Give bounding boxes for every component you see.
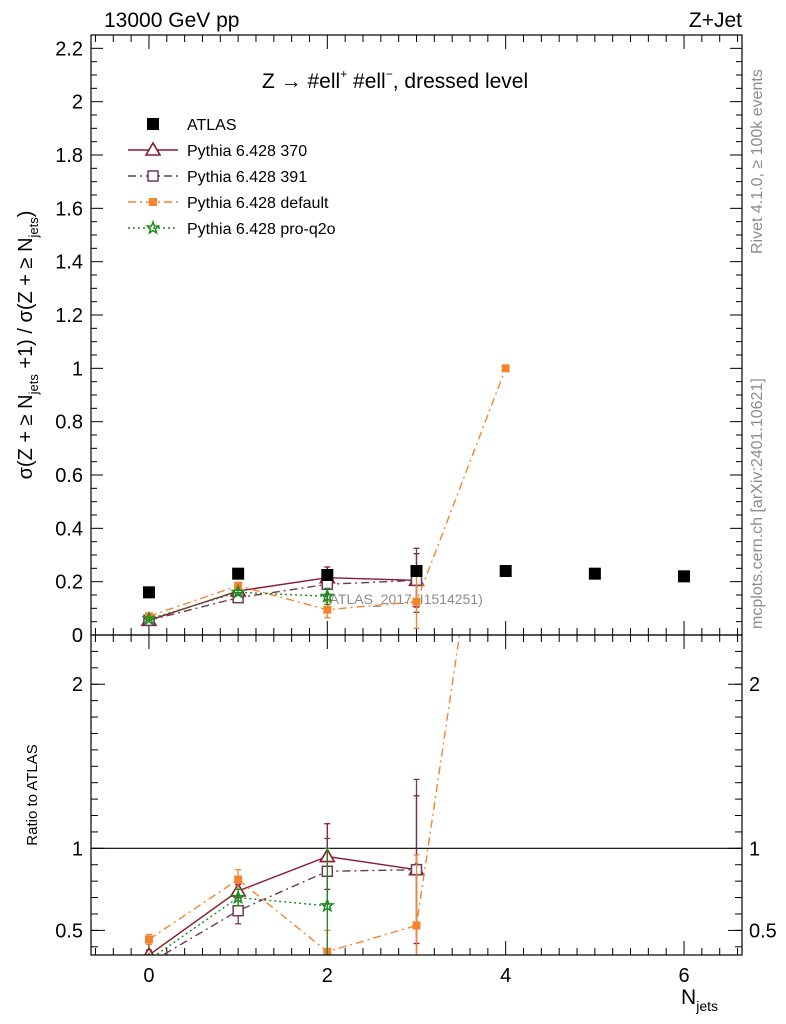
energy-label: 13000 GeV pp: [104, 9, 239, 32]
marker-open-square: [232, 904, 244, 917]
marker-open-triangle: [144, 141, 162, 156]
main-y-tick-label: 0.4: [55, 518, 83, 540]
marker-square: [410, 565, 423, 577]
legend-label: Pythia 6.428 default: [187, 195, 329, 212]
marker-star: [141, 610, 157, 626]
x-tick-label: 4: [500, 965, 511, 987]
ratio-y-tick-label-right: 0.5: [749, 920, 777, 942]
ratio-y-tick-label: 2: [72, 674, 83, 696]
main-y-tick-label: 0: [72, 625, 83, 647]
ratio-y-tick-label-right: 2: [749, 674, 760, 696]
main-y-tick-label: 2: [72, 92, 83, 114]
marker-square: [502, 319, 510, 327]
legend-item: Pythia 6.428 pro-q2o: [128, 219, 336, 238]
legend-item: Pythia 6.428 391: [128, 169, 307, 186]
marker-open-triangle: [143, 946, 154, 955]
main-y-tick-label: 1.8: [55, 145, 83, 167]
main-series: [140, 553, 425, 627]
marker-square: [499, 565, 512, 577]
ratio-series: [145, 847, 336, 955]
main-series: [141, 584, 336, 626]
marker-star: [319, 897, 336, 913]
legend-label: Pythia 6.428 pro-q2o: [187, 221, 336, 238]
process-label: Z+Jet: [689, 9, 742, 32]
main-y-tick-label: 0.2: [55, 572, 83, 594]
ratio-series-line: [154, 896, 328, 955]
mcplots-label: mcplots.cern.ch [arXiv:2401.10621]: [749, 378, 766, 629]
main-series-layer: [140, 364, 691, 629]
legend-label: ATLAS: [187, 117, 237, 134]
marker-square: [501, 364, 510, 373]
ratio-series-line: [148, 855, 417, 955]
ratio-y-axis-label: Ratio to ATLAS: [24, 744, 41, 845]
main-y-tick-label: 0.8: [55, 412, 83, 434]
main-y-axis-label: σ(Z + ≥ Njets +1) / σ(Z + ≥ Njets): [15, 211, 41, 480]
marker-square: [412, 921, 421, 930]
marker-square: [323, 605, 332, 614]
ratio-series: [143, 795, 425, 955]
marker-star: [230, 889, 246, 905]
marker-square: [147, 118, 159, 130]
marker-square: [149, 198, 157, 206]
main-series: [143, 547, 423, 627]
ratio-y-tick-label-right: 1: [749, 838, 760, 860]
ratio-y-tick-label: 0.5: [55, 920, 83, 942]
legend-item: Pythia 6.428 default: [128, 195, 329, 212]
main-data-series: [142, 565, 691, 599]
ratio-series-layer: [143, 319, 510, 955]
legend-item: ATLAS: [147, 117, 237, 134]
main-y-tick-label: 1.2: [55, 305, 83, 327]
main-axis-ticks: 0 0.2 0.4 0.6 0.8 1 1.2 1.4 1.6 1.8 2 2.2: [55, 34, 742, 647]
marker-open-square: [147, 170, 159, 182]
main-y-tick-label: 1.6: [55, 198, 83, 220]
legend: ATLAS Pythia 6.428 370 Pythia 6.428 391 Pyt…: [128, 117, 336, 238]
marker-star: [230, 584, 246, 599]
marker-square: [588, 567, 601, 580]
marker-square: [412, 597, 421, 606]
x-tick-label: 6: [678, 965, 689, 987]
ratio-y-tick-label: 1: [72, 838, 83, 860]
marker-square: [144, 612, 153, 621]
legend-label: Pythia 6.428 391: [187, 169, 307, 186]
x-axis-label: Njets: [681, 986, 718, 1014]
marker-square: [232, 567, 245, 580]
legend-label: Pythia 6.428 370: [187, 143, 307, 160]
ratio-axis-ticks: 0 2 4 6 0.5 0.5 1 1 2 2: [55, 635, 777, 987]
marker-square: [142, 586, 155, 599]
plot-title: Z → #ell+ #ell−, dressed level: [262, 67, 528, 93]
marker-star: [145, 219, 161, 235]
x-tick-label: 2: [322, 965, 333, 987]
rivet-version-label: Rivet 4.1.0, ≥ 100k events: [749, 69, 766, 254]
main-y-tick-label: 2.2: [55, 38, 83, 60]
analysis-watermark: (ATLAS_2017_I1514251): [325, 591, 483, 607]
marker-square: [321, 569, 334, 581]
x-tick-label: 0: [143, 965, 154, 987]
main-y-tick-label: 1.4: [55, 252, 83, 274]
legend-item: Pythia 6.428 370: [128, 141, 307, 160]
main-y-tick-label: 0.6: [55, 465, 83, 487]
marker-square: [144, 935, 153, 944]
marker-star: [319, 588, 336, 603]
main-series-line: [148, 591, 328, 620]
marker-square: [234, 875, 243, 884]
marker-square: [678, 570, 691, 583]
main-y-tick-label: 1: [72, 358, 83, 380]
ratio-plot-frame: [90, 634, 743, 956]
